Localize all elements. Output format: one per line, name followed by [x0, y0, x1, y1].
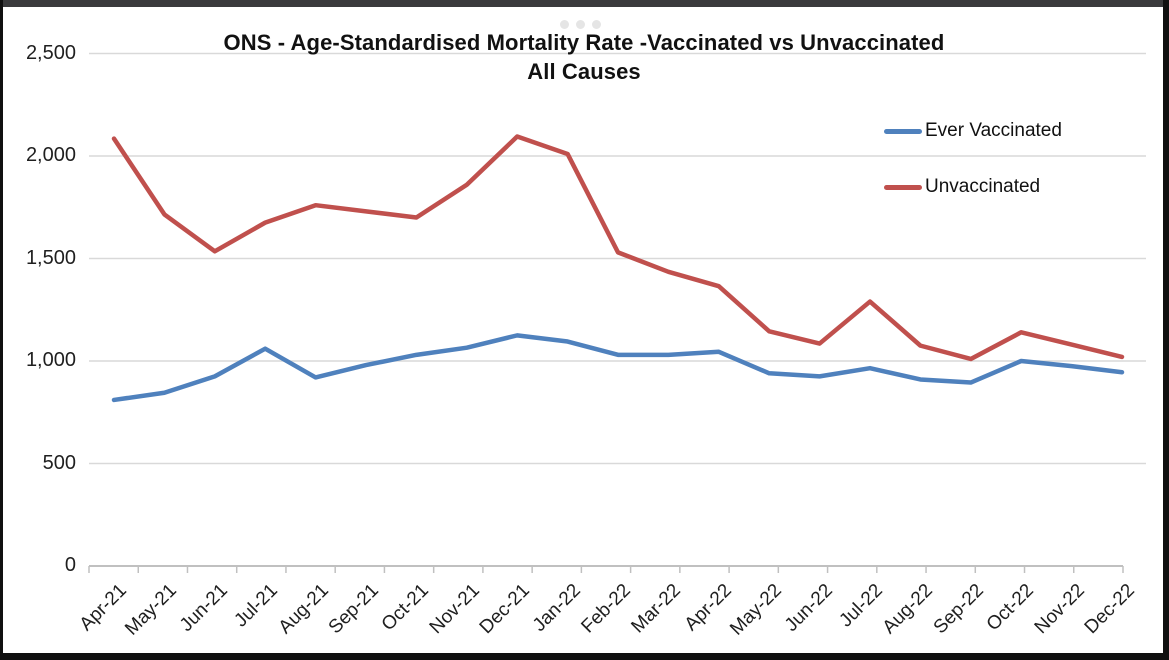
screen-edge-bottom: [0, 653, 1169, 660]
y-axis-label: 0: [64, 554, 76, 576]
y-axis-label: 500: [42, 451, 76, 474]
screen-edge-right: [1163, 0, 1169, 660]
chart-legend: Ever Vaccinated Unvaccinated: [884, 116, 1068, 228]
screen-edge-top: [0, 0, 1169, 7]
y-axis-label: 2,000: [25, 144, 76, 166]
chart-title-block: ONS - Age-Standardised Mortality Rate -V…: [89, 28, 1079, 86]
legend-item-unvaccinated: Unvaccinated: [884, 172, 1068, 202]
chart-subtitle: All Causes: [527, 59, 641, 84]
dot-icon: [576, 20, 585, 29]
series-line-0: [111, 333, 1125, 403]
y-axis-label: 1,500: [25, 246, 76, 269]
chart-title: ONS - Age-Standardised Mortality Rate -V…: [223, 30, 945, 55]
legend-label-ever-vaccinated: Ever Vaccinated: [925, 120, 1062, 141]
y-axis-label: 1,000: [25, 349, 76, 371]
series-line-1: [111, 134, 1125, 362]
dot-icon: [560, 20, 569, 29]
more-options-dots[interactable]: [560, 20, 601, 29]
legend-label-unvaccinated: Unvaccinated: [925, 176, 1041, 197]
legend-item-ever-vaccinated: Ever Vaccinated: [884, 116, 1068, 146]
legend-line-swatch-blue: [884, 128, 922, 134]
legend-line-swatch-red: [884, 184, 922, 190]
screen-edge-left: [0, 0, 3, 660]
dot-icon: [592, 20, 601, 29]
y-axis-label: 2,500: [25, 41, 76, 64]
